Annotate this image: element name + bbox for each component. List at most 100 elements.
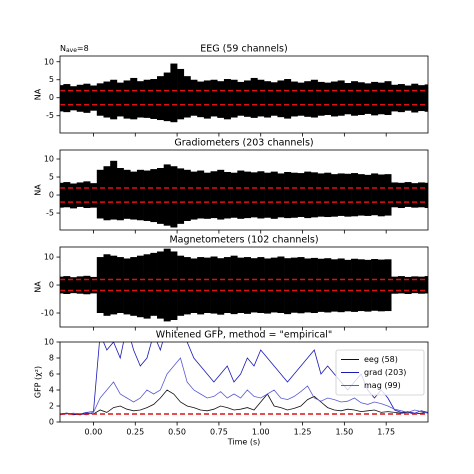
trace-envelope bbox=[96, 169, 104, 219]
trace-envelope bbox=[190, 79, 198, 116]
trace-envelope bbox=[424, 276, 428, 294]
trace-envelope bbox=[250, 172, 258, 218]
trace-envelope bbox=[230, 79, 238, 118]
gfp-line bbox=[60, 389, 428, 416]
trace-envelope bbox=[310, 79, 318, 118]
trace-envelope bbox=[284, 258, 292, 315]
trace-envelope bbox=[250, 77, 258, 118]
trace-envelope bbox=[60, 182, 64, 208]
trace-envelope bbox=[60, 85, 64, 112]
trace-envelope bbox=[230, 255, 238, 315]
trace-envelope bbox=[63, 182, 71, 208]
trace-envelope bbox=[324, 172, 332, 218]
axes-frame bbox=[59, 55, 429, 134]
trace-envelope bbox=[377, 259, 385, 312]
trace-envelope bbox=[76, 182, 84, 207]
trace-envelope bbox=[330, 174, 338, 217]
trace-envelope bbox=[210, 256, 218, 314]
trace-envelope bbox=[143, 79, 151, 118]
trace-envelope bbox=[83, 275, 91, 295]
trace-envelope bbox=[297, 82, 305, 116]
trace-envelope bbox=[63, 276, 71, 294]
trace-envelope bbox=[411, 183, 419, 208]
trace-envelope bbox=[290, 81, 298, 117]
trace-envelope bbox=[404, 182, 412, 207]
legend-box bbox=[335, 349, 425, 396]
trace-envelope bbox=[371, 81, 379, 116]
trace-envelope bbox=[264, 172, 272, 218]
trace-envelope bbox=[357, 259, 365, 312]
trace-envelope bbox=[103, 81, 111, 118]
y-tick-label: 0 bbox=[49, 418, 54, 427]
trace-envelope bbox=[237, 81, 245, 116]
trace-envelope bbox=[70, 277, 78, 294]
trace-envelope bbox=[337, 258, 345, 313]
legend-label: mag (99) bbox=[364, 381, 401, 390]
trace-envelope bbox=[170, 251, 178, 321]
y-axis-label: GFP (χ²) bbox=[34, 366, 43, 398]
y-tick-label: -10 bbox=[41, 309, 54, 318]
trace-envelope bbox=[183, 76, 191, 118]
panel-title: EEG (59 channels) bbox=[200, 44, 287, 55]
annotation: Nave=8 bbox=[60, 44, 89, 54]
trace-envelope bbox=[197, 81, 205, 118]
trace-envelope bbox=[257, 171, 265, 219]
y-tick-label: 0 bbox=[49, 191, 54, 200]
plot-area bbox=[60, 63, 428, 123]
trace-envelope bbox=[364, 174, 372, 216]
trace-envelope bbox=[404, 276, 412, 294]
trace-envelope bbox=[244, 80, 251, 117]
y-tick-label: -5 bbox=[46, 111, 54, 120]
trace-envelope bbox=[190, 171, 198, 220]
trace-envelope bbox=[177, 255, 185, 316]
y-axis-label: NA bbox=[34, 88, 43, 100]
trace-envelope bbox=[90, 85, 98, 111]
trace-envelope bbox=[424, 182, 428, 209]
trace-envelope bbox=[391, 276, 399, 294]
trace-envelope bbox=[116, 257, 124, 314]
x-tick-label: 0.75 bbox=[210, 428, 228, 437]
trace-envelope bbox=[330, 81, 338, 117]
trace-envelope bbox=[310, 172, 318, 218]
trace-envelope bbox=[230, 172, 238, 218]
trace-envelope bbox=[83, 181, 91, 209]
trace-envelope bbox=[250, 258, 258, 313]
trace-envelope bbox=[377, 174, 385, 217]
trace-envelope bbox=[317, 81, 325, 116]
trace-envelope bbox=[310, 257, 318, 314]
trace-envelope bbox=[110, 79, 118, 120]
trace-envelope bbox=[63, 84, 71, 113]
trace-envelope bbox=[244, 257, 251, 314]
y-tick-label: 0 bbox=[49, 93, 54, 102]
trace-envelope bbox=[136, 255, 144, 318]
trace-envelope bbox=[351, 81, 359, 116]
trace-envelope bbox=[270, 82, 278, 116]
trace-envelope bbox=[217, 81, 225, 118]
trace-envelope bbox=[223, 171, 231, 219]
trace-envelope bbox=[304, 171, 312, 219]
trace-envelope bbox=[210, 79, 218, 117]
y-tick-label: 8 bbox=[49, 354, 54, 363]
trace-envelope bbox=[304, 258, 312, 313]
trace-envelope bbox=[203, 172, 211, 219]
trace-envelope bbox=[404, 85, 412, 111]
trace-envelope bbox=[384, 81, 392, 116]
trace-envelope bbox=[157, 76, 165, 121]
trace-envelope bbox=[384, 174, 392, 216]
annotation-part: N bbox=[60, 44, 66, 53]
y-tick-label: 4 bbox=[49, 386, 54, 395]
trace-envelope bbox=[317, 173, 325, 217]
trace-envelope bbox=[130, 257, 138, 316]
y-tick-label: 5 bbox=[49, 173, 54, 182]
trace-envelope bbox=[377, 82, 385, 115]
x-tick-label: 0.50 bbox=[168, 428, 186, 437]
trace-envelope bbox=[177, 168, 185, 224]
panel-title: Whitened GFP, method = "empirical" bbox=[156, 330, 333, 341]
trace-envelope bbox=[277, 80, 285, 118]
y-axis-label: NA bbox=[34, 184, 43, 196]
plot-area bbox=[60, 248, 428, 322]
trace-envelope bbox=[90, 183, 98, 208]
trace-envelope bbox=[223, 79, 231, 120]
trace-envelope bbox=[391, 84, 399, 112]
trace-envelope bbox=[96, 257, 104, 314]
